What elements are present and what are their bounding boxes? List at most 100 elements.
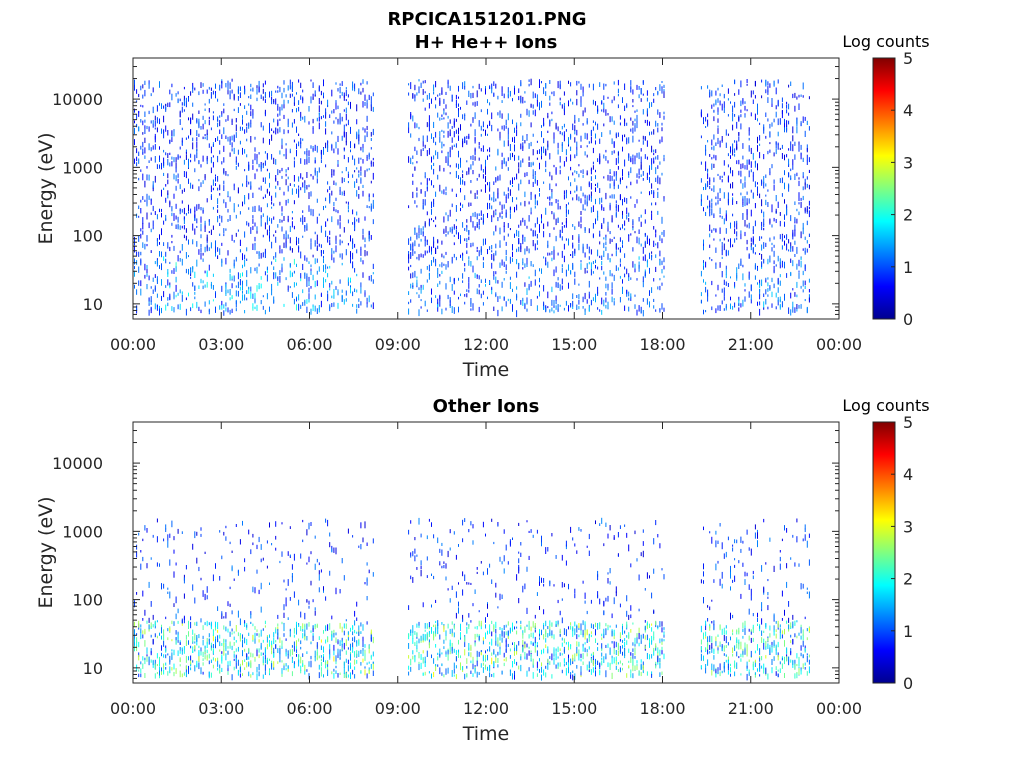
spectrogram-cell [233,94,235,101]
spectrogram-cell [281,621,283,625]
spectrogram-cell [497,150,499,156]
spectrogram-cell [273,647,275,654]
spectrogram-cell [727,239,729,242]
spectrogram-cell [443,130,445,134]
spectrogram-cell [572,251,574,259]
spectrogram-cell [138,205,140,209]
spectrogram-cell [543,231,545,238]
spectrogram-cell [169,139,171,144]
x-tick-label: 03:00 [198,335,244,354]
spectrogram-cell [530,194,532,200]
spectrogram-cell [798,272,800,279]
spectrogram-cell [306,257,308,262]
spectrogram-cell [543,223,545,229]
spectrogram-cell [499,212,501,218]
spectrogram-cell [657,175,659,179]
spectrogram-cell [262,177,264,182]
spectrogram-cell [651,210,653,214]
spectrogram-cell [740,179,742,184]
spectrogram-cell [140,199,142,203]
y-tick-label: 10 [83,295,103,314]
spectrogram-cell [333,295,335,299]
spectrogram-cell [142,538,144,542]
spectrogram-cell [138,158,140,164]
spectrogram-cell [609,183,611,189]
spectrogram-cell [757,163,758,171]
spectrogram-cell [416,235,418,240]
spectrogram-cell [335,182,337,186]
spectrogram-cell [217,122,219,128]
spectrogram-cell [798,195,800,201]
spectrogram-cell [642,281,644,288]
spectrogram-cell [744,296,746,302]
spectrogram-cell [435,97,437,101]
spectrogram-cell [163,629,165,636]
spectrogram-cell [734,228,736,234]
spectrogram-cell [320,292,322,296]
spectrogram-cell [613,171,615,177]
spectrogram-cell [202,640,204,646]
spectrogram-cell [140,661,142,665]
spectrogram-cell [767,118,769,122]
spectrogram-cell [356,308,358,314]
spectrogram-cell [597,307,599,310]
spectrogram-cell [142,242,144,248]
spectrogram-cell [235,654,237,658]
spectrogram-cell [649,238,650,246]
spectrogram-cell [275,159,277,165]
spectrogram-cell [185,213,187,216]
spectrogram-cell [150,212,152,215]
spectrogram-cell [559,156,561,163]
spectrogram-cell [624,197,626,203]
spectrogram-cell [154,673,156,679]
spectrogram-cell [622,224,623,229]
spectrogram-cell [507,157,509,162]
spectrogram-cell [433,185,435,188]
spectrogram-cell [439,184,441,192]
spectrogram-cell [626,105,628,109]
spectrogram-cell [287,650,289,655]
spectrogram-cell [248,661,250,666]
spectrogram-cell [161,652,162,657]
spectrogram-cell [347,119,349,126]
spectrogram-cell [794,201,796,205]
spectrogram-cell [719,175,721,180]
spectrogram-cell [358,186,360,190]
spectrogram-cell [206,656,208,661]
spectrogram-cell [597,123,599,130]
spectrogram-cell [200,182,202,188]
spectrogram-cell [256,304,258,311]
spectrogram-cell [661,81,663,83]
spectrogram-cell [358,157,360,164]
spectrogram-cell [553,249,555,257]
spectrogram-cell [777,131,779,137]
spectrogram-cell [225,648,227,652]
spectrogram-cell [563,91,565,96]
spectrogram-cell [264,625,266,628]
spectrogram-cell [231,632,233,635]
spectrogram-cell [796,307,798,312]
spectrogram-cell [256,266,258,274]
spectrogram-cell [347,174,349,178]
spectrogram-cell [229,273,231,281]
spectrogram-cell [296,92,297,95]
spectrogram-cell [628,174,630,178]
spectrogram-cell [555,305,557,310]
spectrogram-cell [289,554,291,557]
spectrogram-cell [480,246,482,253]
spectrogram-cell [339,186,341,192]
spectrogram-cell [233,636,235,641]
spectrogram-cell [541,100,542,108]
spectrogram-cell [732,124,734,131]
spectrogram-cell [595,169,596,173]
spectrogram-cell [757,103,758,110]
spectrogram-cell [320,150,322,155]
spectrogram-cell [156,672,158,675]
spectrogram-cell [580,145,582,148]
spectrogram-cell [142,618,144,621]
spectrogram-cell [202,625,204,630]
spectrogram-cell [493,191,495,198]
spectrogram-cell [757,282,758,285]
spectrogram-cell [802,280,804,287]
spectrogram-cell [617,247,619,250]
